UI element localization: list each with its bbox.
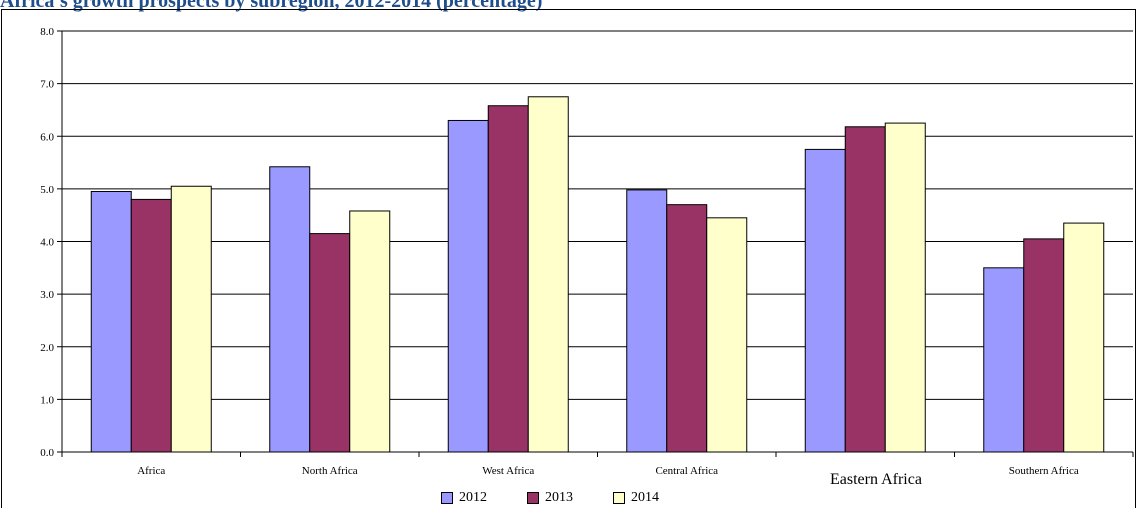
bar-2012	[804, 148, 846, 453]
legend-item-2012: 2012	[441, 490, 487, 506]
bar-2012	[626, 189, 668, 453]
x-tick-label: Africa	[137, 465, 165, 477]
x-tick-label: Central Africa	[655, 465, 718, 477]
legend-item-2013: 2013	[527, 490, 573, 506]
bar-2014	[884, 122, 926, 453]
y-tick-label: 7.0	[40, 79, 54, 91]
x-tick-label: West Africa	[482, 465, 534, 477]
y-tick-label: 8.0	[40, 26, 54, 38]
y-tick-label: 4.0	[40, 237, 54, 249]
legend-label-2014: 2014	[631, 490, 659, 505]
legend-swatch-2014	[613, 492, 625, 504]
chart-frame	[1, 9, 1136, 508]
bar-2014	[706, 217, 748, 453]
bar-2012	[90, 191, 132, 453]
bar-2014	[349, 210, 391, 453]
x-tick-label: Southern Africa	[1009, 465, 1079, 477]
y-tick-label: 2.0	[40, 342, 54, 354]
x-tick-label: North Africa	[302, 465, 358, 477]
y-tick-label: 3.0	[40, 289, 54, 301]
bar-2013	[309, 233, 351, 453]
legend-swatch-2012	[441, 492, 453, 504]
y-tick-label: 6.0	[40, 131, 54, 143]
bar-2014	[527, 96, 569, 453]
bar-2012	[983, 267, 1025, 453]
legend-swatch-2013	[527, 492, 539, 504]
bar-2014	[170, 185, 212, 453]
legend: 2012 2013 2014	[441, 490, 659, 506]
legend-label-2012: 2012	[459, 490, 487, 505]
legend-label-2013: 2013	[545, 490, 573, 505]
y-tick-label: 1.0	[40, 394, 54, 406]
y-tick-label: 5.0	[40, 184, 54, 196]
bar-2013	[130, 198, 172, 453]
y-tick-label: 0.0	[40, 447, 54, 459]
bar-2013	[487, 105, 529, 453]
bar-2013	[844, 126, 886, 453]
bar-2014	[1063, 222, 1105, 453]
bar-2012	[269, 166, 311, 453]
eastern-africa-label: Eastern Africa	[830, 470, 950, 490]
bar-2012	[447, 119, 489, 453]
bar-2013	[666, 204, 708, 453]
legend-item-2014: 2014	[613, 490, 659, 506]
chart-title: Africa's growth prospects by subregion, …	[0, 0, 543, 12]
bar-2013	[1023, 238, 1065, 453]
